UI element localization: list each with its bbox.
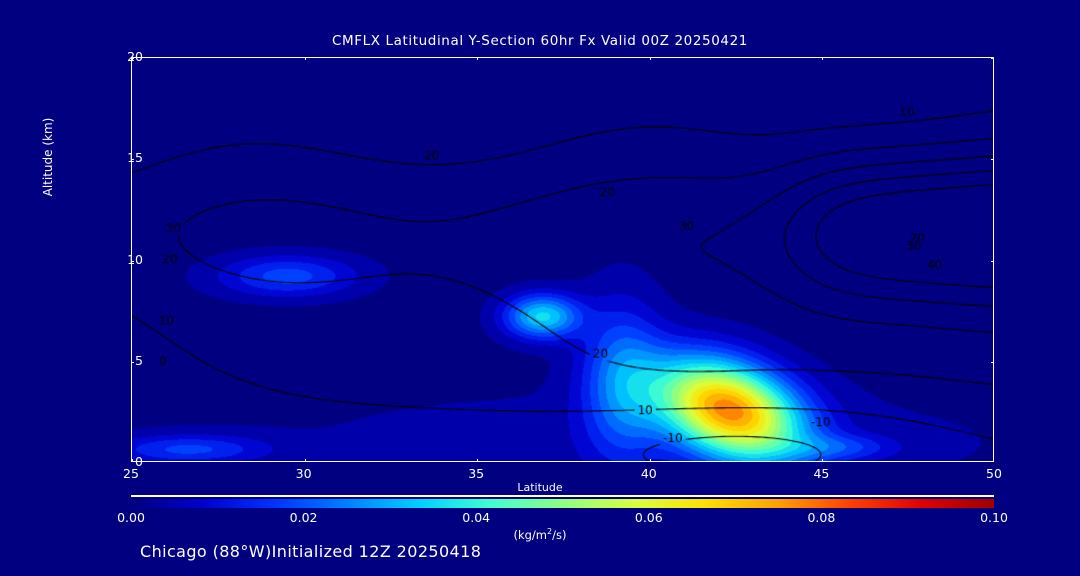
colorbar [131, 495, 994, 508]
y-tick-label: 0 [135, 454, 143, 469]
colorbar-tick-label: 0.02 [289, 510, 318, 525]
axis-tick [132, 159, 134, 161]
axis-tick [132, 58, 133, 60]
axis-tick [132, 459, 133, 461]
axis-tick [822, 58, 824, 60]
x-axis-label: Latitude [517, 481, 563, 494]
axis-tick [991, 361, 993, 363]
x-tick-label: 50 [986, 466, 1002, 481]
colorbar-tick-label: 0.10 [980, 510, 1008, 525]
colorbar-tick-label: 0.06 [634, 510, 663, 525]
x-tick-label: 35 [468, 466, 485, 481]
axis-tick [991, 260, 993, 262]
axis-tick [991, 58, 993, 59]
axis-tick [132, 361, 134, 363]
chart-title: CMFLX Latitudinal Y-Section 60hr Fx Vali… [331, 33, 749, 49]
axis-tick [477, 459, 479, 461]
axis-tick [132, 260, 134, 262]
axis-tick [304, 58, 306, 60]
colorbar-tick-label: 0.08 [807, 510, 836, 525]
colorbar-units: (kg/m2/s) [513, 527, 567, 542]
axis-tick [649, 58, 651, 60]
axis-tick [477, 58, 479, 60]
axis-tick [822, 459, 824, 461]
colorbar-gradient [131, 499, 994, 508]
y-tick-label: 5 [135, 352, 143, 368]
x-tick-label: 30 [295, 466, 312, 481]
y-tick-label: 20 [127, 49, 143, 64]
x-tick-label: 45 [813, 466, 830, 481]
footer-label: Chicago (88°W)Initialized 12Z 20250418 [140, 542, 482, 561]
y-tick-label: 10 [127, 251, 143, 267]
axis-tick [304, 459, 306, 461]
y-tick-label: 15 [127, 150, 143, 166]
x-tick-label: 25 [123, 466, 139, 481]
colorbar-tick-label: 0.00 [117, 510, 145, 525]
y-axis-label: Altitude (km) [41, 117, 55, 197]
axis-tick [649, 459, 651, 461]
x-tick-label: 40 [640, 466, 657, 481]
plot-area [131, 57, 994, 462]
axis-tick [991, 159, 993, 161]
colorbar-tick-label: 0.04 [462, 510, 491, 525]
axis-tick [132, 58, 134, 59]
contour-layer-canvas [132, 58, 993, 461]
